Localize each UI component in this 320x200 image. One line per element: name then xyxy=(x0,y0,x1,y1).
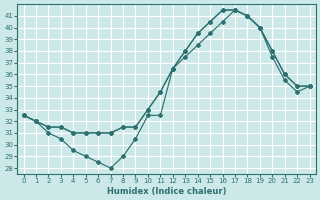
X-axis label: Humidex (Indice chaleur): Humidex (Indice chaleur) xyxy=(107,187,226,196)
